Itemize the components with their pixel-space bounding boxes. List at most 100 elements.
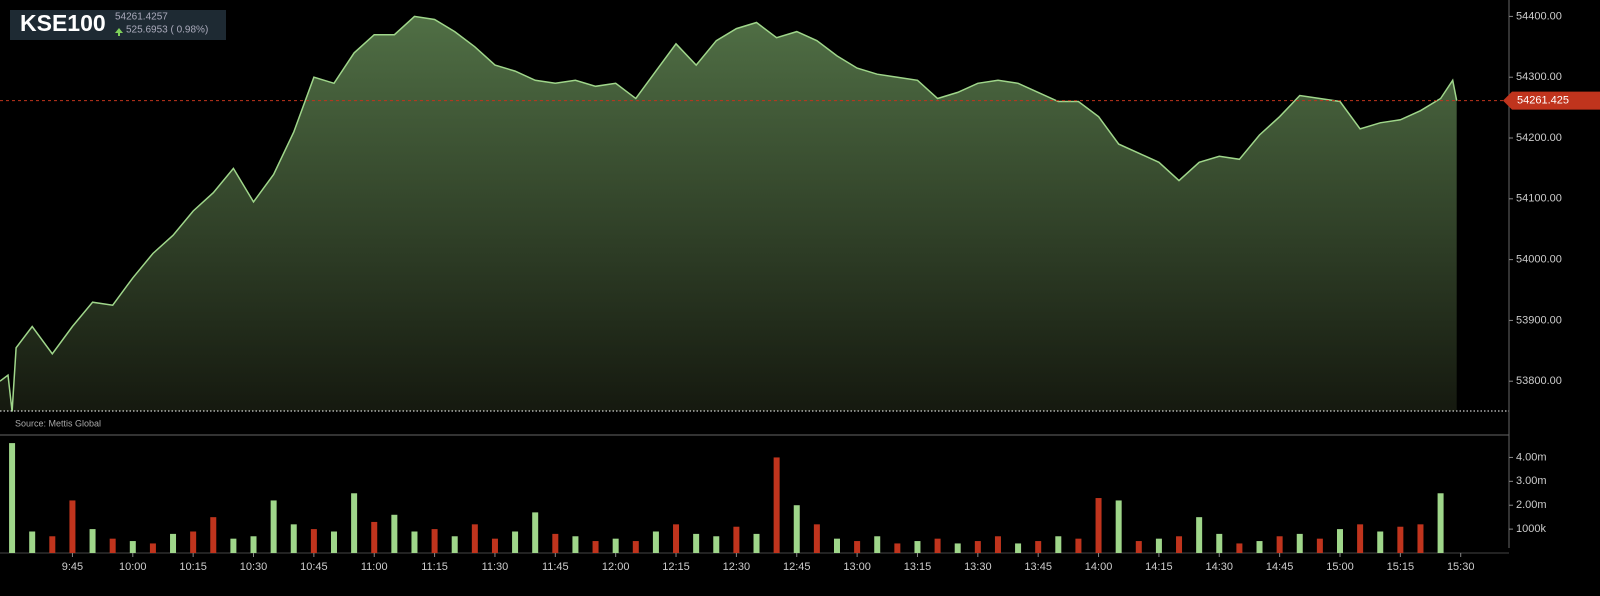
volume-bar — [934, 538, 941, 553]
volume-bar — [673, 524, 680, 553]
volume-bar — [1276, 536, 1283, 553]
volume-bar — [29, 531, 36, 553]
volume-bar — [431, 529, 438, 553]
volume-bar — [391, 514, 398, 553]
volume-bar — [371, 521, 378, 553]
volume-bar — [190, 531, 197, 553]
x-tick-label: 13:45 — [1024, 561, 1052, 573]
volume-bar — [270, 500, 277, 553]
volume-bar — [491, 538, 498, 553]
volume-bar — [230, 538, 237, 553]
x-tick-label: 12:45 — [783, 561, 811, 573]
x-tick-label: 13:30 — [964, 561, 992, 573]
y-tick-label: 54300.00 — [1516, 71, 1562, 83]
y-tick-label: 54400.00 — [1516, 10, 1562, 22]
volume-bar — [69, 500, 76, 553]
y-tick-label: 53900.00 — [1516, 314, 1562, 326]
x-tick-label: 13:00 — [843, 561, 871, 573]
volume-bar — [612, 538, 619, 553]
volume-bar — [471, 524, 478, 553]
volume-bar — [1155, 538, 1162, 553]
volume-bar — [9, 443, 16, 553]
volume-bar — [1377, 531, 1384, 553]
volume-bar — [1397, 526, 1404, 553]
volume-bar — [1015, 543, 1022, 553]
volume-bar — [793, 505, 800, 553]
volume-bar — [1316, 538, 1323, 553]
volume-bar — [210, 517, 217, 553]
volume-bar — [532, 512, 539, 553]
up-arrow — [115, 28, 123, 36]
x-tick-label: 11:30 — [482, 561, 509, 573]
plot: 53800.00 53900.00 54000.00 54100.00 54200.00… — [0, 10, 1600, 573]
volume-bar — [1336, 529, 1343, 553]
y-tick-label: 1000k — [1516, 523, 1546, 535]
volume-bar — [733, 526, 740, 553]
change: 525.6953 ( 0.98%) — [126, 25, 208, 36]
volume-bar — [351, 493, 358, 553]
area — [0, 16, 1457, 412]
price-tag — [1503, 91, 1600, 110]
volume-bar — [411, 531, 418, 553]
volume-bar — [1236, 543, 1243, 553]
volume-bar — [1296, 533, 1303, 553]
x-tick-label: 12:15 — [662, 561, 690, 573]
volume-bar — [310, 529, 317, 553]
volume-bar — [1075, 538, 1082, 553]
x-tick-label: 15:30 — [1447, 561, 1475, 573]
x-tick-label: 11:45 — [542, 561, 569, 573]
volume-bar — [1196, 517, 1203, 553]
x-tick-label: 14:30 — [1206, 561, 1234, 573]
y-tick-label: 53800.00 — [1516, 375, 1562, 387]
x-tick-label: 12:30 — [723, 561, 751, 573]
x-tick-label: 14:45 — [1266, 561, 1294, 573]
x-tick-label: 14:00 — [1085, 561, 1113, 573]
volume-bar — [552, 533, 559, 553]
x-tick-label: 9:45 — [62, 561, 83, 573]
x-tick-label: 11:15 — [421, 561, 448, 573]
x-tick-label: 10:15 — [179, 561, 207, 573]
volume-bar — [170, 533, 177, 553]
volume-bar — [813, 524, 820, 553]
y-tick-label: 3.00m — [1516, 475, 1547, 487]
y-tick-label: 54100.00 — [1516, 193, 1562, 205]
volume-bar — [1256, 541, 1263, 553]
volume-bar — [149, 543, 156, 553]
volume-bar — [49, 536, 56, 553]
x-tick-label: 10:30 — [240, 561, 268, 573]
line — [0, 15, 1458, 412]
volume-bar — [954, 543, 961, 553]
volume-bar — [1135, 541, 1142, 553]
volume-bar — [592, 541, 599, 553]
y-tick-label: 54000.00 — [1516, 254, 1562, 266]
volume-bar — [572, 536, 579, 553]
x-tick-label: 10:45 — [300, 561, 328, 573]
volume-bar — [1357, 524, 1364, 553]
price: 54261.4257 — [115, 12, 168, 23]
volume-bar — [894, 543, 901, 553]
volume-bar — [1417, 524, 1424, 553]
volume-bar — [89, 529, 96, 553]
x-tick-label: 13:15 — [904, 561, 932, 573]
volume-bar — [1437, 493, 1444, 553]
volume-bar — [1216, 533, 1223, 553]
volume-bar — [290, 524, 297, 553]
volume-bar — [773, 457, 780, 553]
volume-bar — [1115, 500, 1122, 553]
x-tick-label: 14:15 — [1145, 561, 1173, 573]
x-tick-label: 11:00 — [361, 561, 388, 573]
volume-bar — [1176, 536, 1183, 553]
volume-bar — [632, 541, 639, 553]
y-tick-label: 54200.00 — [1516, 132, 1562, 144]
volume-bar — [109, 538, 116, 553]
volume-bar — [713, 536, 720, 553]
volume-bar — [833, 538, 840, 553]
volume-bar — [330, 531, 337, 553]
volume-bar — [451, 536, 458, 553]
x-tick-label: 10:00 — [119, 561, 147, 573]
y-tick-label: 4.00m — [1516, 451, 1547, 463]
volume-bar — [914, 541, 921, 553]
volume-bar — [652, 531, 659, 553]
